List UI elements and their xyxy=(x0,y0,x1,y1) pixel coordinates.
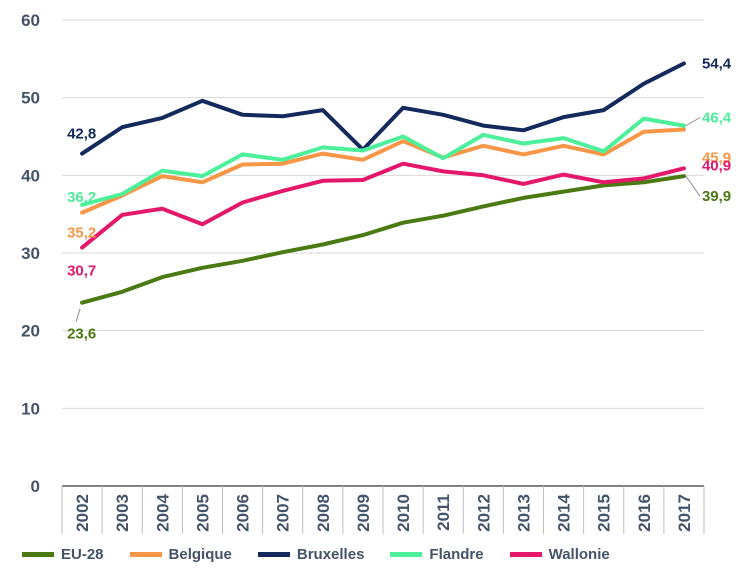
start-label-flandre: 36,2 xyxy=(67,189,96,206)
y-axis-ticks: 0 10 20 30 40 50 60 xyxy=(21,11,40,496)
legend-label: Wallonie xyxy=(548,546,610,563)
leader-line xyxy=(685,117,701,127)
series-line-flandre xyxy=(80,116,686,207)
x-tick-label: 2009 xyxy=(354,494,373,532)
x-tick-label: 2007 xyxy=(274,494,293,532)
y-tick-label: 50 xyxy=(21,89,40,108)
legend-item-wallonie: Wallonie xyxy=(509,546,610,563)
y-tick-label: 40 xyxy=(21,166,40,185)
y-tick-label: 60 xyxy=(21,11,40,30)
legend-swatch xyxy=(22,552,54,557)
legend-label: EU-28 xyxy=(61,546,104,563)
legend-item-belgique: Belgique xyxy=(129,546,232,563)
x-tick-label: 2013 xyxy=(514,494,533,532)
x-tick-label: 2006 xyxy=(234,494,253,532)
y-tick-label: 20 xyxy=(21,322,40,341)
legend-item-flandre: Flandre xyxy=(390,546,484,563)
x-axis-ticks: 2002 2003 2004 2005 2006 2007 2008 2009 2010 2011… xyxy=(73,493,694,531)
x-tick-label: 2017 xyxy=(675,494,694,532)
legend-item-eu-28: EU-28 xyxy=(22,546,104,563)
start-label-eu-28: 23,6 xyxy=(67,326,96,343)
legend-swatch xyxy=(129,552,162,557)
start-label-belgique: 35,2 xyxy=(67,225,96,242)
legend-item-bruxelles: Bruxelles xyxy=(257,546,365,563)
x-tick-label: 2014 xyxy=(555,493,574,531)
data-labels: 23,6 39,9 35,2 45,9 42,8 54,4 36,2 46,4 30,7 40,9 xyxy=(67,55,732,342)
end-label-belgique: 45,9 xyxy=(702,150,731,167)
x-tick-label: 2016 xyxy=(635,494,654,532)
x-tick-label: 2015 xyxy=(595,494,614,532)
legend-label: Belgique xyxy=(168,546,232,563)
leader-line xyxy=(685,175,701,197)
x-tick-label: 2012 xyxy=(474,494,493,532)
leader-line xyxy=(75,308,81,322)
legend-label: Flandre xyxy=(429,546,484,563)
end-label-wallonie: 40,9 xyxy=(702,157,731,174)
legend-swatch xyxy=(390,552,423,557)
gridlines xyxy=(61,19,705,534)
legend-label: Bruxelles xyxy=(296,546,365,563)
y-tick-label: 0 xyxy=(31,477,40,496)
legend: EU-28 Belgique Bruxelles Flandre Wallonie xyxy=(22,546,610,563)
series-line-bruxelles xyxy=(80,61,686,156)
x-tick-label: 2008 xyxy=(314,494,333,532)
series-line-wallonie xyxy=(80,161,686,250)
series-lines xyxy=(80,61,686,305)
end-label-bruxelles: 54,4 xyxy=(702,55,732,72)
y-tick-label: 30 xyxy=(21,244,40,263)
start-label-bruxelles: 42,8 xyxy=(67,126,96,143)
x-tick-label: 2003 xyxy=(113,494,132,532)
legend-swatch xyxy=(257,552,290,557)
start-label-wallonie: 30,7 xyxy=(67,263,96,280)
series-line-eu-28 xyxy=(80,174,686,305)
x-tick-label: 2005 xyxy=(193,494,212,532)
y-tick-label: 10 xyxy=(21,399,40,418)
x-tick-label: 2004 xyxy=(153,493,172,531)
end-label-eu-28: 39,9 xyxy=(702,188,731,205)
x-tick-label: 2010 xyxy=(394,494,413,532)
legend-swatch xyxy=(509,552,542,557)
end-label-flandre: 46,4 xyxy=(702,110,732,127)
x-tick-label: 2002 xyxy=(73,494,92,532)
x-tick-label: 2011 xyxy=(434,494,453,531)
series-line-belgique xyxy=(80,127,686,215)
